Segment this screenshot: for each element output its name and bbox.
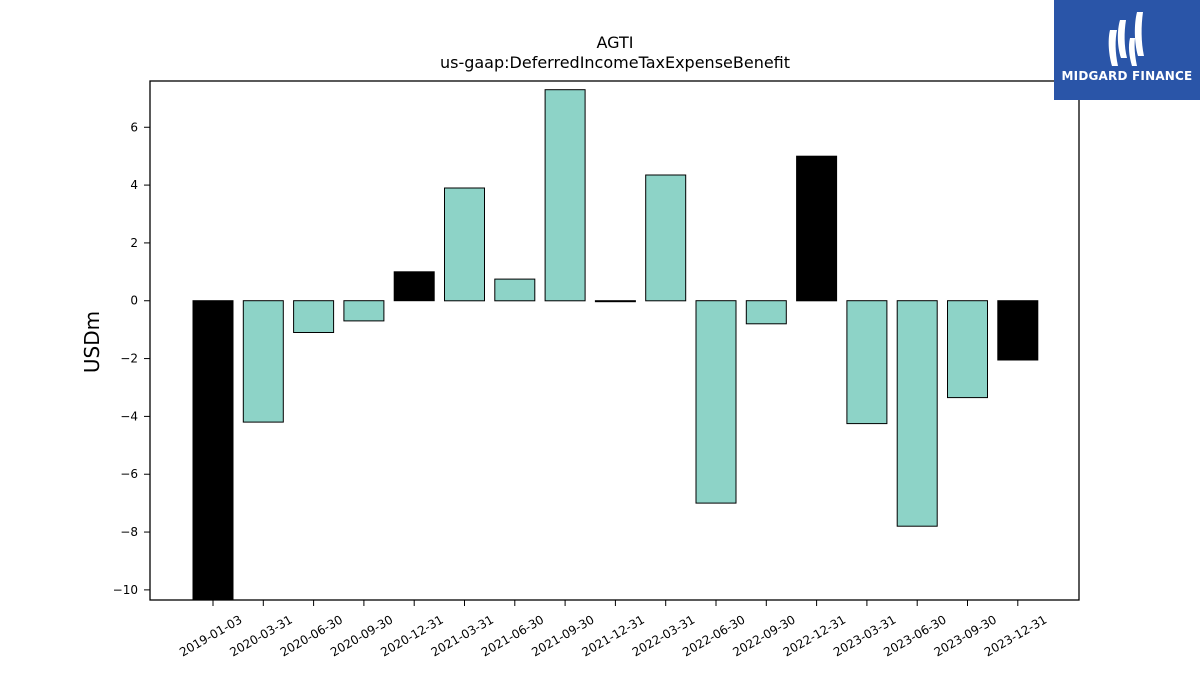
- bar-2020-06-30: [293, 300, 335, 334]
- bar-2021-06-30: [494, 278, 536, 302]
- y-tick-label: −4: [120, 409, 138, 423]
- chart-subtitle: us-gaap:DeferredIncomeTaxExpenseBenefit: [440, 53, 790, 72]
- bar-2021-09-30: [544, 89, 586, 302]
- bar-2022-12-31: [796, 155, 838, 302]
- bar-2022-03-31: [645, 174, 687, 302]
- plot-frame: [149, 80, 1080, 601]
- brand-name: MIDGARD FINANCE: [1061, 69, 1193, 83]
- bar-2020-12-31: [393, 271, 435, 302]
- bar-2023-03-31: [846, 300, 888, 425]
- bar-2020-03-31: [242, 300, 284, 423]
- bar-2023-06-30: [896, 300, 938, 527]
- bar-2023-12-31: [997, 300, 1039, 361]
- bar-2020-09-30: [343, 300, 385, 322]
- y-tick-label: 6: [130, 120, 138, 134]
- bar-2019-01-03: [192, 300, 234, 601]
- bar-2021-03-31: [444, 187, 485, 302]
- y-tick-label: −8: [120, 525, 138, 539]
- y-tick-label: 2: [130, 236, 138, 250]
- bars-group: [192, 89, 1039, 601]
- y-ticks-group: −10 −8 −6 −4 −2 0 2 4 6: [113, 120, 150, 597]
- y-tick-label: −10: [113, 583, 138, 597]
- midgard-logo-icon: [1108, 12, 1144, 66]
- y-tick-label: 0: [130, 294, 138, 308]
- y-tick-label: −6: [120, 467, 138, 481]
- brand-logo: MIDGARD FINANCE: [1054, 0, 1200, 100]
- bar-2022-09-30: [745, 300, 787, 325]
- x-ticks-group: 2019-01-032020-03-312020-06-302020-09-30…: [177, 600, 1049, 659]
- y-tick-label: 4: [130, 178, 138, 192]
- bar-2022-06-30: [695, 300, 737, 504]
- chart-title: AGTI: [597, 33, 634, 52]
- bar-2021-12-31: [594, 300, 636, 303]
- y-tick-label: −2: [120, 352, 138, 366]
- bar-2023-09-30: [947, 300, 988, 399]
- y-axis-label: USDm: [80, 311, 104, 373]
